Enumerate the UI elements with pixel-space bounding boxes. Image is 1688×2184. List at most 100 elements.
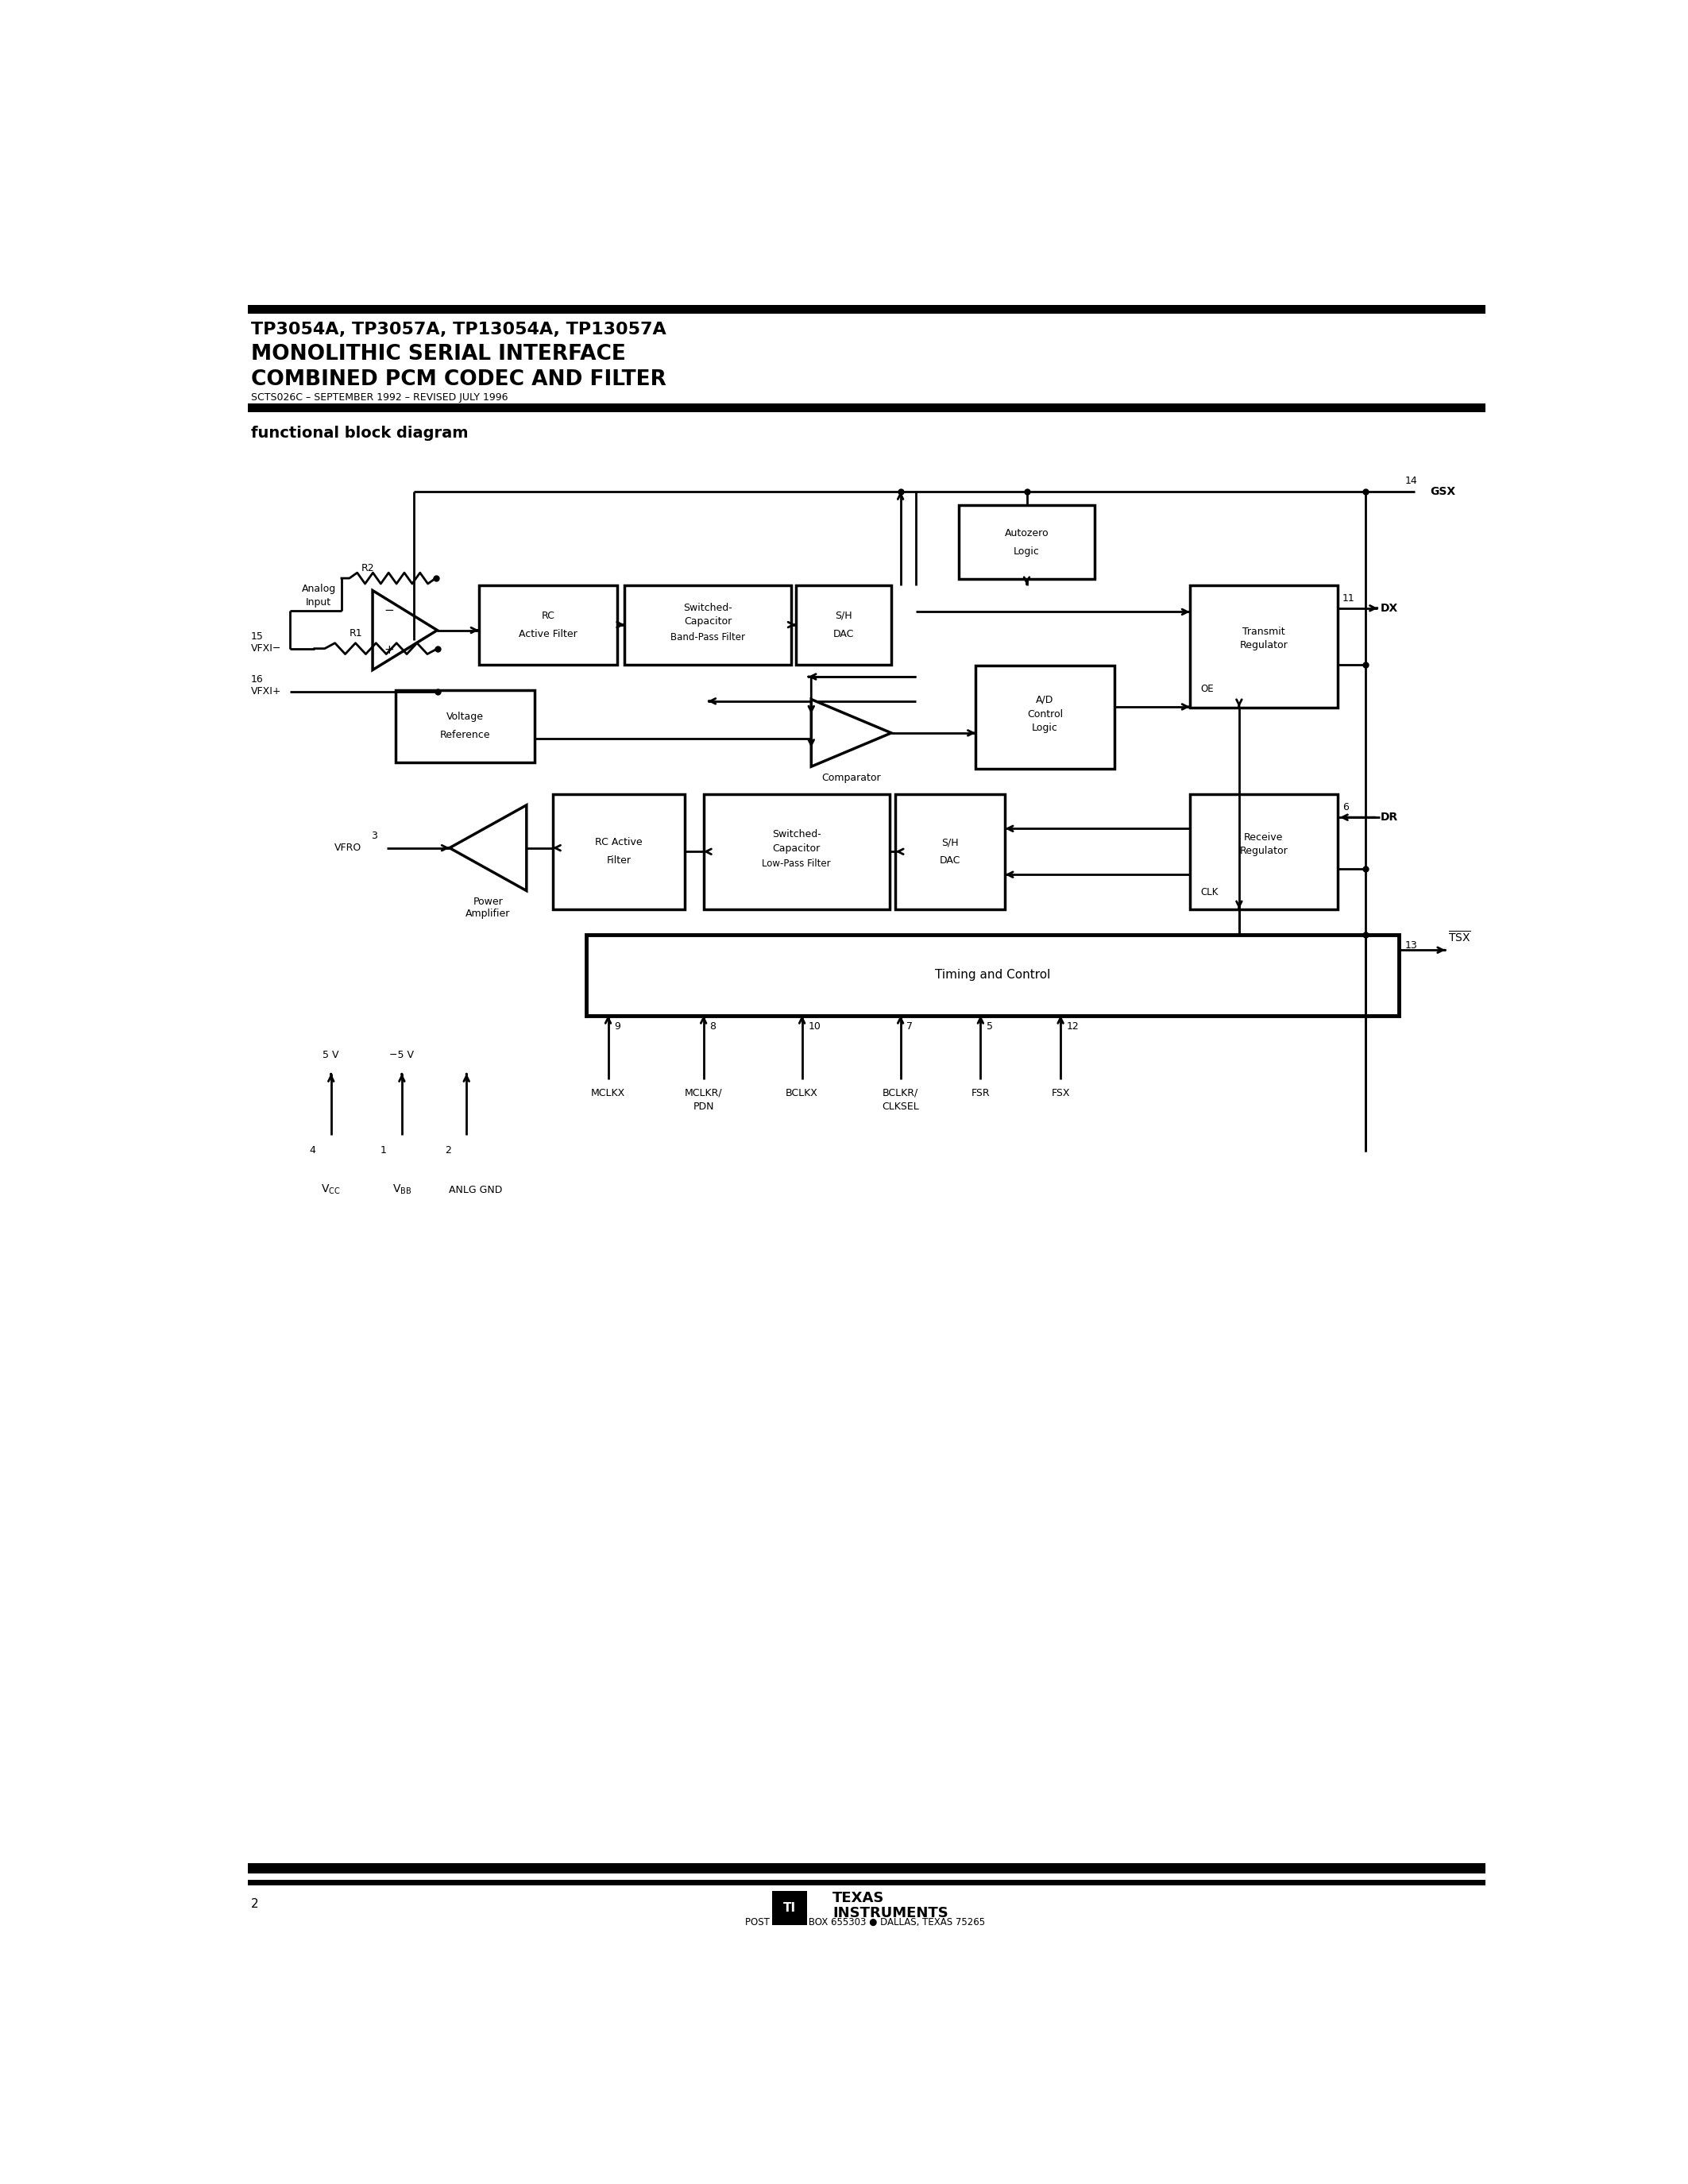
Text: +: +	[383, 644, 393, 655]
Text: 7: 7	[906, 1022, 913, 1031]
Text: Comparator: Comparator	[822, 773, 881, 782]
Text: DX: DX	[1381, 603, 1398, 614]
Text: −5 V: −5 V	[390, 1051, 414, 1061]
Text: R2: R2	[361, 563, 375, 572]
Bar	[248, 306, 1485, 314]
Text: FSX: FSX	[1052, 1088, 1070, 1099]
Text: MCLKX: MCLKX	[591, 1088, 625, 1099]
Text: SCTS026C – SEPTEMBER 1992 – REVISED JULY 1996: SCTS026C – SEPTEMBER 1992 – REVISED JULY…	[252, 393, 508, 404]
Text: 1: 1	[380, 1144, 387, 1155]
Bar	[625, 585, 792, 664]
Text: Capacitor: Capacitor	[773, 843, 820, 854]
Text: Reference: Reference	[439, 729, 490, 740]
Text: MONOLITHIC SERIAL INTERFACE: MONOLITHIC SERIAL INTERFACE	[252, 343, 626, 365]
Text: Low-Pass Filter: Low-Pass Filter	[761, 858, 830, 869]
Text: Voltage: Voltage	[446, 712, 484, 723]
Bar	[1190, 585, 1337, 708]
Text: Timing and Control: Timing and Control	[935, 970, 1050, 981]
Text: 2: 2	[446, 1144, 451, 1155]
Text: S/H: S/H	[836, 609, 852, 620]
Text: 15: 15	[252, 631, 263, 642]
Text: Logic: Logic	[1031, 723, 1058, 734]
Text: BCLKX: BCLKX	[787, 1088, 819, 1099]
Bar	[552, 795, 685, 909]
Text: 3: 3	[371, 830, 378, 841]
Text: Receive: Receive	[1244, 832, 1283, 843]
Text: 12: 12	[1067, 1022, 1079, 1031]
Text: 14: 14	[1406, 476, 1418, 487]
Text: 13: 13	[1406, 941, 1418, 950]
Text: GSX: GSX	[1430, 485, 1455, 498]
Polygon shape	[449, 806, 527, 891]
Text: 6: 6	[1342, 802, 1349, 812]
Text: Switched-: Switched-	[684, 603, 733, 614]
Text: RC Active: RC Active	[596, 836, 643, 847]
Bar	[479, 585, 618, 664]
Text: PDN: PDN	[694, 1101, 714, 1112]
Text: INSTRUMENTS: INSTRUMENTS	[832, 1907, 949, 1920]
Text: Power: Power	[473, 898, 503, 906]
Bar	[395, 690, 533, 762]
Text: Control: Control	[1026, 710, 1063, 719]
Bar	[586, 935, 1399, 1016]
Text: Amplifier: Amplifier	[466, 909, 510, 919]
Polygon shape	[812, 699, 891, 767]
Text: Analog: Analog	[302, 583, 336, 594]
Text: CLKSEL: CLKSEL	[881, 1101, 918, 1112]
Text: 9: 9	[614, 1022, 621, 1031]
Text: VFXI+: VFXI+	[252, 686, 282, 697]
Text: TI: TI	[783, 1902, 797, 1913]
Bar	[976, 666, 1114, 769]
Polygon shape	[373, 590, 437, 670]
Text: 10: 10	[809, 1022, 820, 1031]
Text: DR: DR	[1381, 812, 1398, 823]
Text: Band-Pass Filter: Band-Pass Filter	[670, 631, 744, 642]
Text: VFXI−: VFXI−	[252, 644, 282, 653]
Text: OE: OE	[1200, 684, 1214, 695]
Text: Input: Input	[306, 598, 331, 607]
Text: 4: 4	[309, 1144, 316, 1155]
Text: 11: 11	[1342, 594, 1355, 603]
Text: BCLKR/: BCLKR/	[883, 1088, 918, 1099]
Bar	[959, 505, 1094, 579]
Text: COMBINED PCM CODEC AND FILTER: COMBINED PCM CODEC AND FILTER	[252, 369, 667, 389]
Text: ANLG GND: ANLG GND	[449, 1184, 503, 1195]
Text: 5: 5	[987, 1022, 993, 1031]
Text: MCLKR/: MCLKR/	[685, 1088, 722, 1099]
Text: S/H: S/H	[942, 836, 959, 847]
Text: FSR: FSR	[971, 1088, 989, 1099]
Bar	[773, 1891, 807, 1926]
Text: POST OFFICE BOX 655303 ● DALLAS, TEXAS 75265: POST OFFICE BOX 655303 ● DALLAS, TEXAS 7…	[744, 1918, 984, 1928]
Text: DAC: DAC	[940, 856, 960, 865]
Bar	[1190, 795, 1337, 909]
Text: V$_{\rm BB}$: V$_{\rm BB}$	[392, 1184, 412, 1197]
Text: DAC: DAC	[834, 629, 854, 640]
Text: Filter: Filter	[606, 856, 631, 865]
Bar	[795, 585, 891, 664]
Text: Logic: Logic	[1013, 546, 1040, 557]
Text: 8: 8	[709, 1022, 716, 1031]
Bar	[896, 795, 1004, 909]
Text: 16: 16	[252, 675, 263, 684]
Text: Capacitor: Capacitor	[684, 616, 731, 627]
Text: Switched-: Switched-	[771, 830, 820, 839]
Text: −: −	[383, 605, 393, 616]
Text: TEXAS: TEXAS	[832, 1891, 885, 1904]
Text: TP3054A, TP3057A, TP13054A, TP13057A: TP3054A, TP3057A, TP13054A, TP13057A	[252, 321, 667, 336]
Text: A/D: A/D	[1036, 695, 1053, 705]
Text: R1: R1	[349, 629, 363, 638]
Text: CLK: CLK	[1200, 887, 1219, 898]
Text: VFRO: VFRO	[334, 843, 361, 854]
Text: 5 V: 5 V	[322, 1051, 339, 1061]
Text: Autozero: Autozero	[1004, 529, 1048, 537]
Text: RC: RC	[542, 609, 555, 620]
Bar	[248, 1863, 1485, 1874]
Bar	[248, 404, 1485, 413]
Text: Regulator: Regulator	[1239, 640, 1288, 651]
Bar	[248, 1880, 1485, 1885]
Text: Regulator: Regulator	[1239, 845, 1288, 856]
Text: Transmit: Transmit	[1242, 627, 1285, 636]
Text: Active Filter: Active Filter	[518, 629, 577, 640]
Text: functional block diagram: functional block diagram	[252, 426, 468, 441]
Bar	[704, 795, 890, 909]
